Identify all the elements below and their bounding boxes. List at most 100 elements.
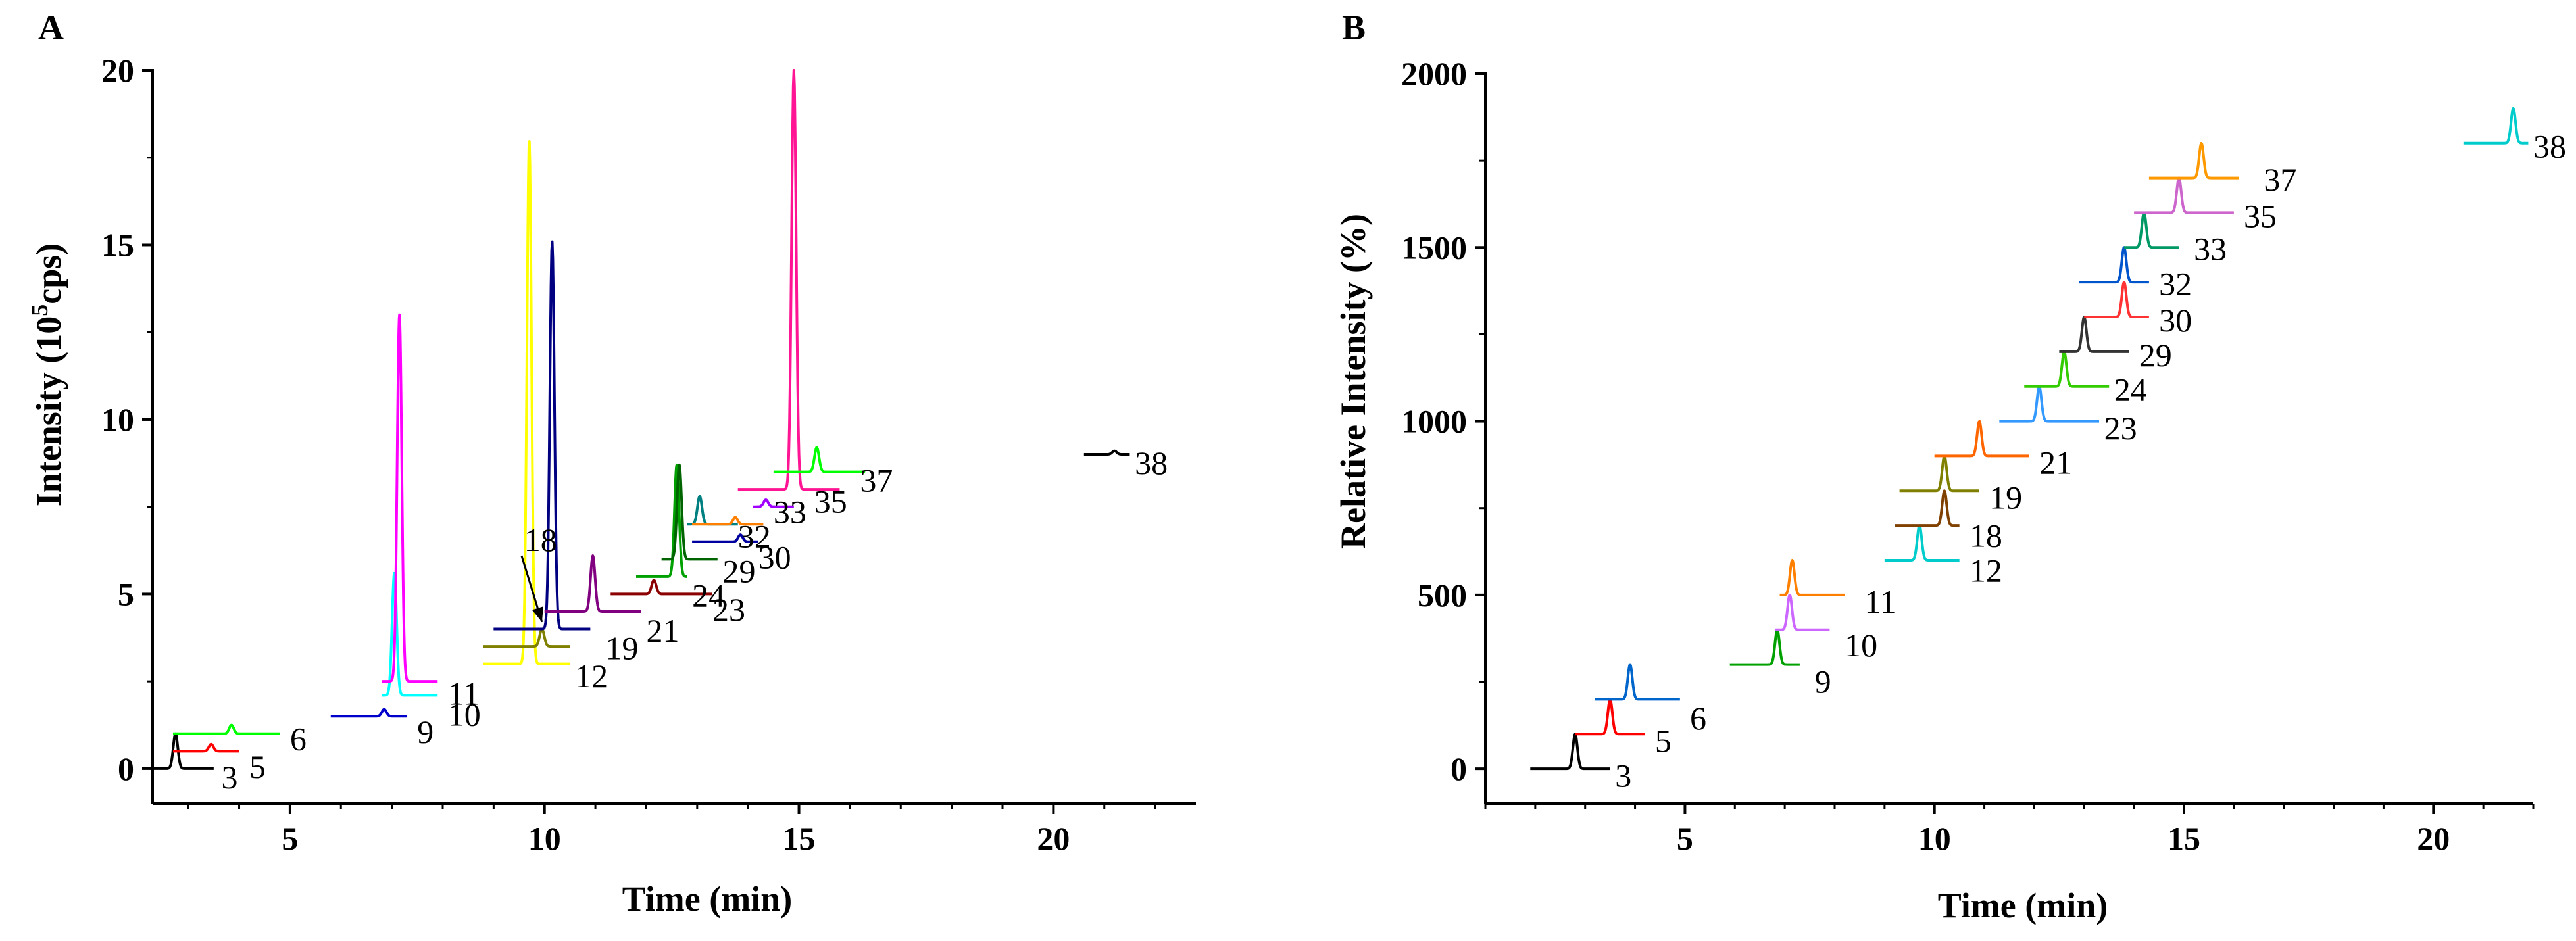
trace-b-33	[2123, 211, 2180, 249]
y-tick-label-b: 0	[1450, 750, 1467, 787]
peak-label-a-29: 29	[722, 553, 755, 590]
traces-b	[1529, 107, 2529, 771]
y-tick-label-a: 5	[118, 575, 134, 612]
peak-label-a-24: 24	[692, 577, 725, 614]
trace-a-30	[691, 533, 760, 543]
peak-label-b-35: 35	[2244, 197, 2277, 234]
trace-a-18	[482, 627, 571, 648]
y-tick-label-a: 10	[101, 401, 134, 438]
trace-a-23	[610, 579, 714, 596]
trace-b-9	[1729, 628, 1801, 666]
trace-b-3	[1529, 733, 1611, 771]
peak-label-b-37: 37	[2264, 161, 2296, 198]
trace-a-10	[380, 571, 439, 697]
x-tick-label-b: 20	[2417, 820, 2450, 857]
peak-label-b-33: 33	[2194, 231, 2227, 268]
trace-a-37	[737, 69, 841, 491]
y-tick-label-a: 0	[118, 750, 134, 787]
trace-a-32	[685, 495, 739, 526]
y-tick-label-b: 1500	[1401, 229, 1467, 266]
x-axis-label-b: Time (min)	[1938, 886, 2108, 925]
peak-label-b-23: 23	[2104, 410, 2137, 446]
trace-a-9	[330, 708, 409, 718]
panel-label-b: B	[1342, 8, 1366, 47]
peak-label-b-18: 18	[1969, 518, 2002, 554]
peak-label-b-21: 21	[2039, 445, 2072, 481]
y-tick-label-b: 1000	[1401, 403, 1467, 440]
peak-label-a-9: 9	[417, 713, 433, 750]
trace-a-12	[482, 140, 571, 665]
trace-a-19	[493, 240, 591, 631]
trace-b-32	[2078, 246, 2150, 284]
trace-a-3	[151, 732, 215, 770]
peak-label-a-12: 12	[575, 658, 608, 694]
trace-a-33	[691, 516, 764, 526]
trace-b-6	[1594, 663, 1681, 701]
trace-b-18	[1893, 489, 1961, 527]
peak-label-a-19: 19	[606, 629, 639, 666]
x-tick-label-b: 5	[1677, 820, 1693, 857]
trace-b-37	[2148, 141, 2240, 180]
trace-b-21	[1933, 420, 2030, 458]
peak-label-a-33: 33	[774, 493, 806, 530]
trace-b-5	[1574, 698, 1647, 736]
y-tick-label-a: 15	[101, 226, 134, 263]
x-tick-label-a: 5	[282, 820, 298, 857]
trace-a-21	[543, 554, 642, 613]
peak-label-b-38: 38	[2533, 128, 2566, 165]
peak-label-b-32: 32	[2159, 265, 2192, 302]
trace-b-24	[2023, 350, 2110, 388]
trace-b-38	[2462, 107, 2529, 145]
peak-label-b-11: 11	[1865, 583, 1896, 620]
peak-label-b-30: 30	[2159, 302, 2192, 339]
panel-label-a: A	[38, 8, 64, 47]
trace-a-29	[660, 463, 719, 561]
peak-label-a-23: 23	[712, 591, 745, 628]
trace-b-30	[2083, 281, 2150, 318]
peak-label-b-24: 24	[2114, 372, 2147, 408]
trace-a-38	[1083, 449, 1131, 456]
peak-label-b-29: 29	[2139, 337, 2172, 374]
trace-b-23	[1998, 385, 2100, 423]
y-tick-label-b: 2000	[1401, 55, 1467, 92]
y-axis-label-a: Intensity (105cps)	[26, 243, 68, 507]
peak-label-a-5: 5	[249, 748, 266, 785]
traces-a	[151, 69, 1131, 770]
x-tick-label-a: 10	[528, 820, 561, 857]
trace-b-11	[1779, 559, 1846, 596]
peak-label-a-18: 18	[524, 521, 557, 558]
trace-b-29	[2058, 316, 2130, 353]
peak-label-a-3: 3	[221, 759, 237, 796]
trace-b-19	[1898, 454, 1981, 493]
trace-b-12	[1883, 524, 1960, 562]
peak-label-b-9: 9	[1815, 664, 1831, 700]
peak-label-a-32: 32	[738, 518, 771, 554]
trace-a-35	[752, 498, 795, 508]
peak-label-b-3: 3	[1615, 757, 1631, 794]
peak-label-a-37: 37	[860, 462, 893, 499]
peak-label-a-11: 11	[448, 675, 480, 712]
trace-a-5	[172, 742, 240, 753]
peak-label-b-12: 12	[1969, 552, 2002, 589]
peak-label-a-6: 6	[290, 720, 307, 757]
y-tick-label-b: 500	[1418, 577, 1467, 614]
trace-a-37b	[772, 446, 866, 473]
x-tick-label-a: 20	[1037, 820, 1070, 857]
peak-label-b-10: 10	[1845, 627, 1877, 664]
peak-label-b-5: 5	[1655, 723, 1672, 760]
x-tick-label-b: 15	[2167, 820, 2200, 857]
trace-b-35	[2133, 176, 2235, 214]
peak-label-a-35: 35	[814, 483, 847, 519]
peak-label-a-30: 30	[758, 539, 791, 575]
arrow-head-a	[532, 606, 543, 622]
peak-label-a-38: 38	[1135, 445, 1168, 481]
peak-label-a-10: 10	[448, 696, 481, 733]
peak-label-b-19: 19	[1989, 479, 2022, 516]
peak-label-a-21: 21	[646, 612, 679, 649]
x-tick-label-b: 10	[1918, 820, 1951, 857]
